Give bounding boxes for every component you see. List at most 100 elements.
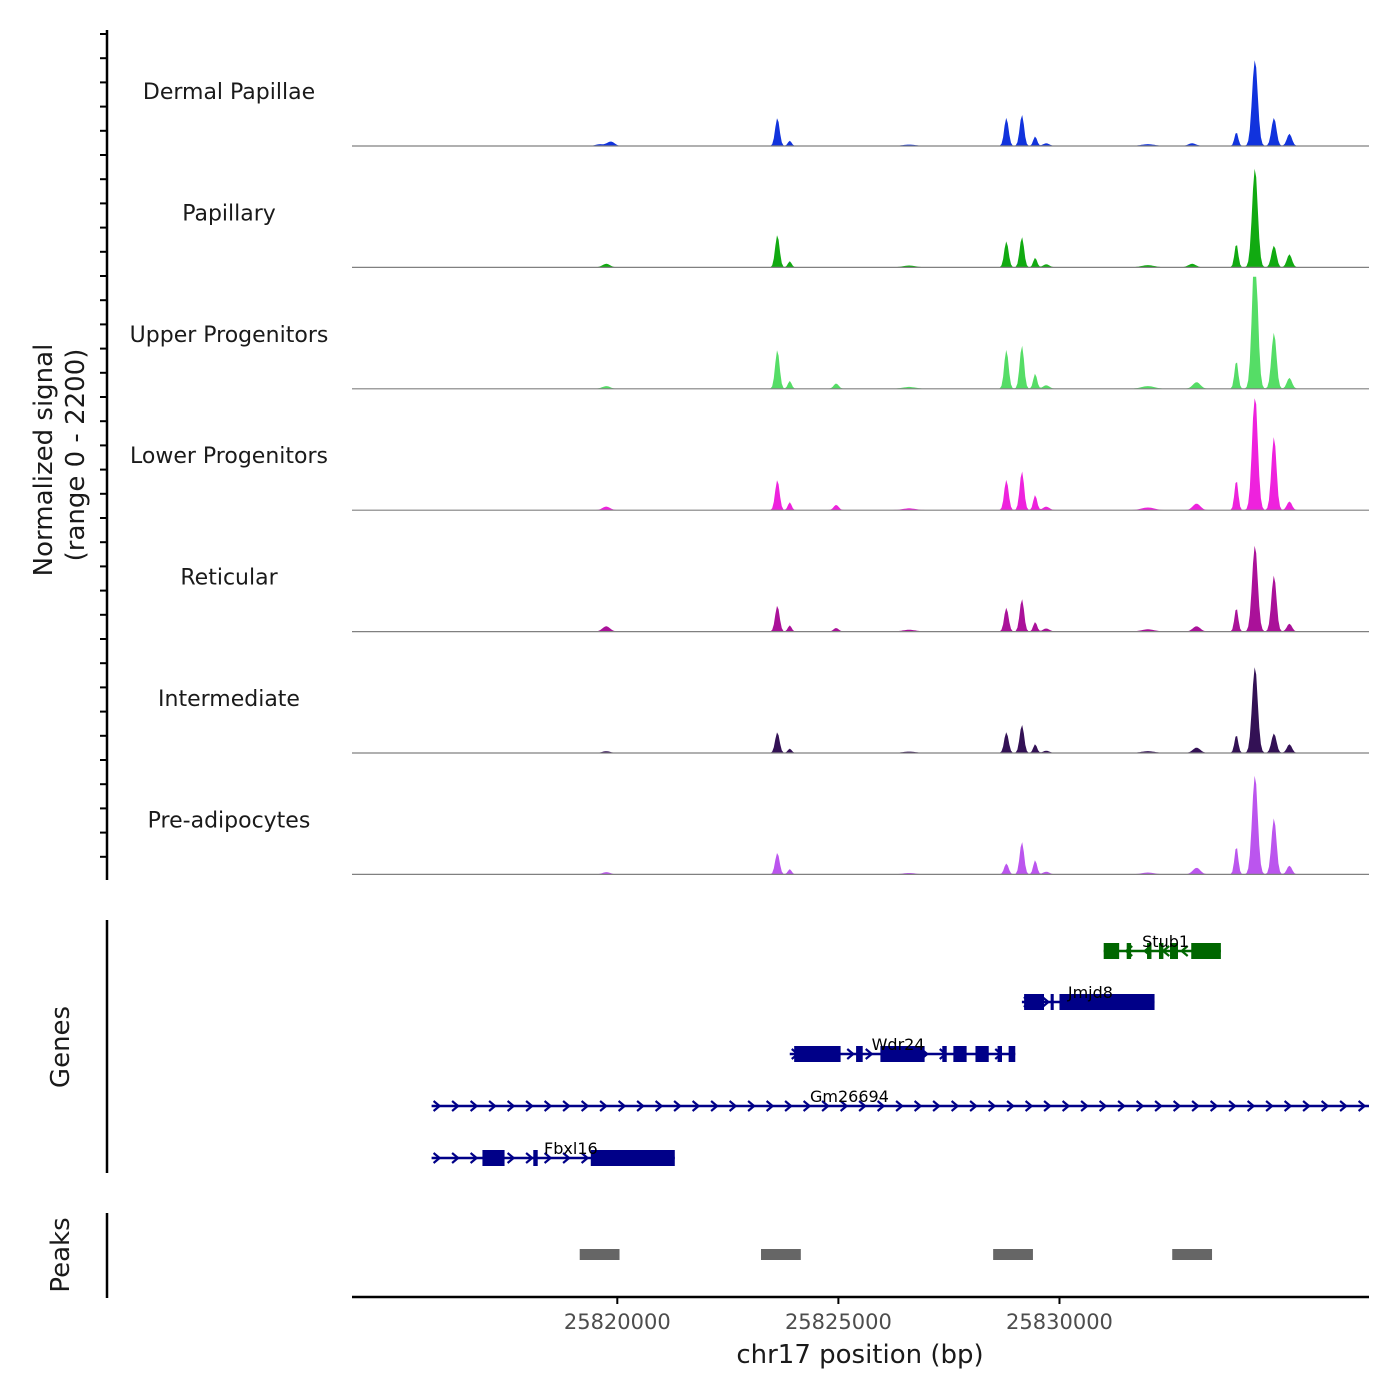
strand-arrow — [950, 1100, 960, 1112]
gene-label: Fbxl16 — [544, 1139, 598, 1158]
strand-arrow — [821, 1100, 830, 1112]
coverage-tracks: Dermal Papillae Papillary Upper Progenitor… — [130, 60, 1369, 876]
strand-arrow — [432, 1100, 442, 1112]
strand-arrow — [1265, 1100, 1274, 1112]
x-tick-label: 25830000 — [1006, 1310, 1113, 1334]
strand-arrow — [1080, 1100, 1089, 1112]
gene-exon — [1059, 994, 1155, 1010]
strand-arrow — [1283, 1100, 1293, 1112]
gene-wdr24: Wdr24 — [789, 1035, 1016, 1062]
track-reticular: Reticular — [180, 545, 1369, 633]
strand-arrow — [1320, 1100, 1330, 1112]
peaks-panel: Peaks — [46, 1213, 1213, 1298]
strand-arrow — [488, 1100, 497, 1112]
strand-arrow — [1135, 1100, 1145, 1112]
strand-arrow — [1179, 945, 1189, 957]
gene-exon — [1103, 943, 1120, 959]
coverage-area — [352, 168, 1308, 268]
x-tick-label: 25825000 — [785, 1310, 892, 1334]
gene-label: Stub1 — [1142, 932, 1189, 951]
strand-arrow — [865, 1048, 874, 1060]
gene-stub1: Stub1 — [1103, 932, 1221, 959]
peak-region — [761, 1249, 801, 1260]
track-label: Dermal Papillae — [143, 80, 315, 105]
strand-arrow — [469, 1100, 479, 1112]
gene-models: Stub1 Jmjd8 Wdr24 Gm26694 Fbxl16 — [431, 932, 1369, 1166]
strand-arrow — [451, 1152, 460, 1164]
genes-axis-title: Genes — [46, 1006, 76, 1088]
strand-arrow — [969, 1100, 978, 1112]
track-pre-adipocytes: Pre-adipocytes — [148, 775, 1369, 876]
gene-exon — [1024, 994, 1045, 1010]
strand-arrow — [784, 1100, 793, 1112]
gene-exon — [1191, 943, 1221, 959]
strand-arrow — [506, 1100, 516, 1112]
strand-arrow — [506, 1152, 516, 1164]
strand-arrow — [1117, 1100, 1126, 1112]
gene-label: Gm26694 — [810, 1087, 889, 1106]
gene-exon — [975, 1046, 989, 1062]
strand-arrow — [710, 1100, 719, 1112]
strand-arrow — [1041, 996, 1051, 1008]
strand-arrow — [895, 1100, 904, 1112]
genes-panel: Genes Stub1 Jmjd8 Wdr24 Gm26694 Fbxl16 — [46, 920, 1369, 1173]
track-papillary: Papillary — [182, 168, 1369, 268]
strand-arrow — [673, 1100, 682, 1112]
strand-arrow — [562, 1100, 571, 1112]
coverage-area — [352, 276, 1308, 389]
strand-arrow — [858, 1100, 867, 1112]
strand-arrow — [562, 1152, 571, 1164]
strand-arrow — [1043, 1100, 1052, 1112]
gene-exon — [1147, 943, 1152, 959]
gene-fbxl16: Fbxl16 — [431, 1139, 675, 1166]
strand-arrow — [580, 1100, 590, 1112]
gene-exon — [1008, 1046, 1016, 1062]
gene-exon — [953, 1046, 967, 1062]
strand-arrow — [1154, 1100, 1163, 1112]
strand-arrow — [1172, 1100, 1182, 1112]
strand-arrow — [747, 1100, 756, 1112]
gene-exon — [1158, 943, 1164, 959]
strand-arrow — [1209, 1100, 1219, 1112]
coverage-y-axis-range: (range 0 - 2200) — [61, 349, 91, 562]
gene-label: Jmjd8 — [1067, 983, 1113, 1002]
strand-arrow — [987, 1100, 997, 1112]
gene-exon — [482, 1150, 505, 1166]
strand-arrow — [543, 1100, 553, 1112]
gene-exon — [794, 1046, 841, 1062]
gene-exon — [880, 1046, 925, 1062]
strand-arrow — [932, 1100, 941, 1112]
strand-arrow — [599, 1100, 608, 1112]
gene-jmjd8: Jmjd8 — [1021, 983, 1155, 1010]
strand-arrow — [1024, 1100, 1034, 1112]
strand-arrow — [451, 1100, 460, 1112]
gene-exon — [1170, 943, 1178, 959]
strand-arrow — [636, 1100, 645, 1112]
track-label: Upper Progenitors — [130, 323, 329, 348]
x-axis: 25820000 25825000 25830000 chr17 position … — [352, 1295, 1369, 1370]
coverage-area — [352, 545, 1308, 632]
track-lower-progenitors: Lower Progenitors — [130, 398, 1369, 511]
gene-gm26694: Gm26694 — [431, 1087, 1369, 1112]
peak-regions — [579, 1249, 1213, 1260]
track-intermediate: Intermediate — [158, 667, 1369, 754]
coverage-area — [352, 60, 1308, 147]
coverage-area — [352, 667, 1308, 753]
track-label: Reticular — [180, 566, 278, 591]
gene-exon — [590, 1150, 675, 1166]
gene-exon — [856, 1046, 863, 1062]
strand-arrow — [580, 1152, 590, 1164]
strand-arrow — [876, 1100, 886, 1112]
coverage-y-axis: Normalized signal (range 0 - 2200) — [29, 30, 109, 880]
peaks-axis-title: Peaks — [46, 1217, 76, 1292]
strand-arrow — [1191, 1100, 1200, 1112]
strand-arrow — [1061, 1100, 1071, 1112]
strand-arrow — [1339, 1100, 1348, 1112]
strand-arrow — [1006, 1100, 1015, 1112]
gene-label: Wdr24 — [872, 1035, 925, 1054]
strand-arrow — [654, 1100, 664, 1112]
x-tick-label: 25820000 — [564, 1310, 671, 1334]
track-dermal-papillae: Dermal Papillae — [143, 60, 1369, 147]
x-ticks: 25820000 25825000 25830000 — [564, 1297, 1113, 1334]
